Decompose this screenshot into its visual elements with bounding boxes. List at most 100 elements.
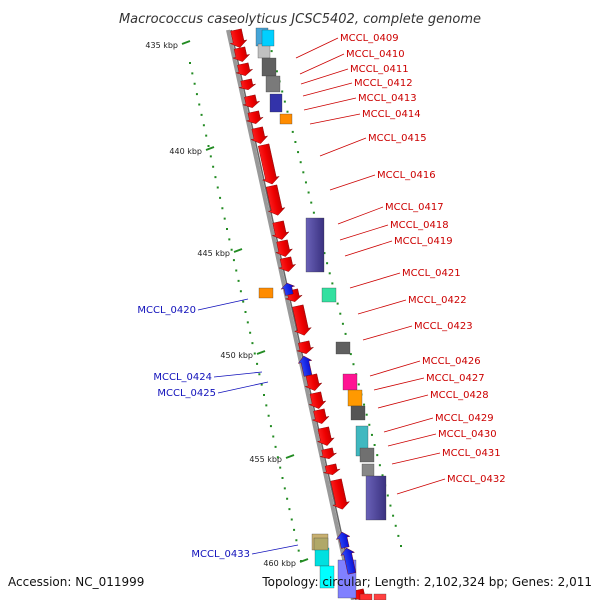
- tick-dot: [363, 403, 366, 406]
- kbp-label: 455 kbp: [249, 455, 282, 464]
- forward-gene-arrow: [250, 126, 269, 144]
- tick-dot: [297, 151, 300, 154]
- leader-line: [391, 452, 441, 465]
- forward-gene-arrow: [271, 220, 290, 240]
- gene-box: [279, 113, 293, 125]
- tick-dot: [256, 362, 259, 365]
- gene-label: MCCL_0433: [191, 549, 250, 560]
- tick-dot: [378, 464, 381, 467]
- gene-label: MCCL_0424: [153, 372, 212, 383]
- gene-labels: MCCL_0409 MCCL_0410 MCCL_0411 MCCL_0412 MCCL…: [137, 33, 505, 560]
- gene-box: [347, 389, 363, 407]
- tick-dot: [209, 155, 212, 158]
- forward-gene-arrow: [265, 184, 286, 216]
- gene-box: [335, 341, 351, 355]
- tick-dot: [349, 353, 352, 356]
- gene-box: [359, 447, 375, 463]
- genome-stats-text: Topology: circular; Length: 2,102,324 bp…: [261, 575, 592, 589]
- tick-dot: [326, 262, 329, 265]
- accession-text: Accession: NC_011999: [8, 575, 144, 589]
- forward-gene-arrow: [316, 426, 335, 446]
- tick-dot: [370, 433, 373, 436]
- forward-gene-arrow: [257, 143, 280, 185]
- tick-dot: [267, 414, 270, 417]
- leader-line: [357, 299, 407, 315]
- tick-dot: [294, 141, 297, 143]
- gene-label: MCCL_0416: [377, 170, 436, 181]
- tick-dot: [286, 110, 289, 113]
- tick-dot: [237, 279, 240, 282]
- gene-box: [261, 57, 277, 77]
- gene-label: MCCL_0428: [430, 390, 489, 401]
- kbp-label: 445 kbp: [197, 249, 230, 258]
- tick-dot: [207, 145, 210, 147]
- tick-dot: [307, 191, 310, 194]
- tick-dot: [328, 272, 331, 275]
- tick-dot: [263, 394, 265, 396]
- tick-dot: [235, 269, 238, 272]
- tick-dot: [293, 528, 296, 531]
- tick-dot: [381, 474, 384, 477]
- tick-dot: [258, 373, 261, 376]
- tick-dot: [376, 454, 379, 457]
- gene-box: [261, 29, 275, 47]
- reverse-gene-arrow: [297, 355, 313, 377]
- tick-dot: [232, 259, 235, 262]
- tick-dot: [195, 93, 198, 96]
- tick-dot: [386, 494, 389, 497]
- kbp-label: 460 kbp: [263, 559, 296, 568]
- forward-gene-arrow: [308, 391, 327, 409]
- forward-gene-arrow: [311, 408, 330, 424]
- gene-label: MCCL_0427: [426, 373, 485, 384]
- gene-label: MCCL_0422: [408, 295, 467, 306]
- gene-label: MCCL_0423: [414, 321, 473, 332]
- leader-line: [362, 325, 413, 341]
- gene-box: [321, 287, 337, 303]
- gene-box: [314, 547, 330, 567]
- leader-line: [213, 371, 263, 378]
- tick-dot: [299, 161, 302, 164]
- gene-label: MCCL_0415: [368, 133, 427, 144]
- tick-dot: [189, 62, 191, 64]
- gene-label: MCCL_0412: [354, 78, 413, 89]
- tick-dot: [249, 331, 252, 334]
- leader-line: [197, 298, 249, 311]
- genome-title: Macrococcus caseolyticus JCSC5402, compl…: [119, 12, 481, 27]
- reverse-gene-arrow: [280, 282, 296, 296]
- leader-line: [302, 82, 353, 97]
- forward-gene-arrow: [292, 304, 312, 336]
- forward-gene-arrow: [319, 447, 337, 459]
- backbone-line: [226, 29, 355, 600]
- tick-dot: [300, 560, 302, 562]
- tick-dot: [226, 228, 228, 230]
- gene-label: MCCL_0411: [350, 64, 409, 75]
- tick-dot: [228, 238, 231, 241]
- tick-dot: [275, 70, 278, 73]
- tick-dot: [283, 487, 286, 490]
- kbp-ticks: 435 kbp 440 kbp 445 kbp 450 kbp 455 kbp 460 k…: [145, 40, 309, 568]
- reverse-gene-arrow: [335, 531, 351, 549]
- tick-dot: [269, 425, 272, 428]
- tick-dot: [336, 302, 339, 305]
- leader-line: [373, 377, 425, 391]
- tick-dot: [221, 207, 224, 210]
- gene-label: MCCL_0417: [385, 202, 444, 213]
- tick-dot: [368, 423, 371, 426]
- tick-dot: [312, 211, 315, 214]
- kbp-tick: [205, 146, 215, 151]
- forward-gene-arrow: [235, 62, 254, 76]
- tick-dot: [205, 134, 208, 137]
- gene-box: [373, 593, 387, 600]
- gene-label: MCCL_0429: [435, 413, 494, 424]
- leader-line: [339, 224, 389, 241]
- tick-dot: [251, 342, 254, 345]
- gene-label: MCCL_0410: [346, 49, 405, 60]
- tick-dot: [297, 549, 300, 552]
- leader-line: [319, 137, 367, 157]
- gene-box: [361, 463, 375, 477]
- tick-dot: [281, 90, 284, 93]
- tick-dot: [310, 201, 313, 204]
- leader-line: [377, 394, 429, 409]
- tick-dot: [202, 124, 205, 127]
- gene-box: [359, 593, 373, 600]
